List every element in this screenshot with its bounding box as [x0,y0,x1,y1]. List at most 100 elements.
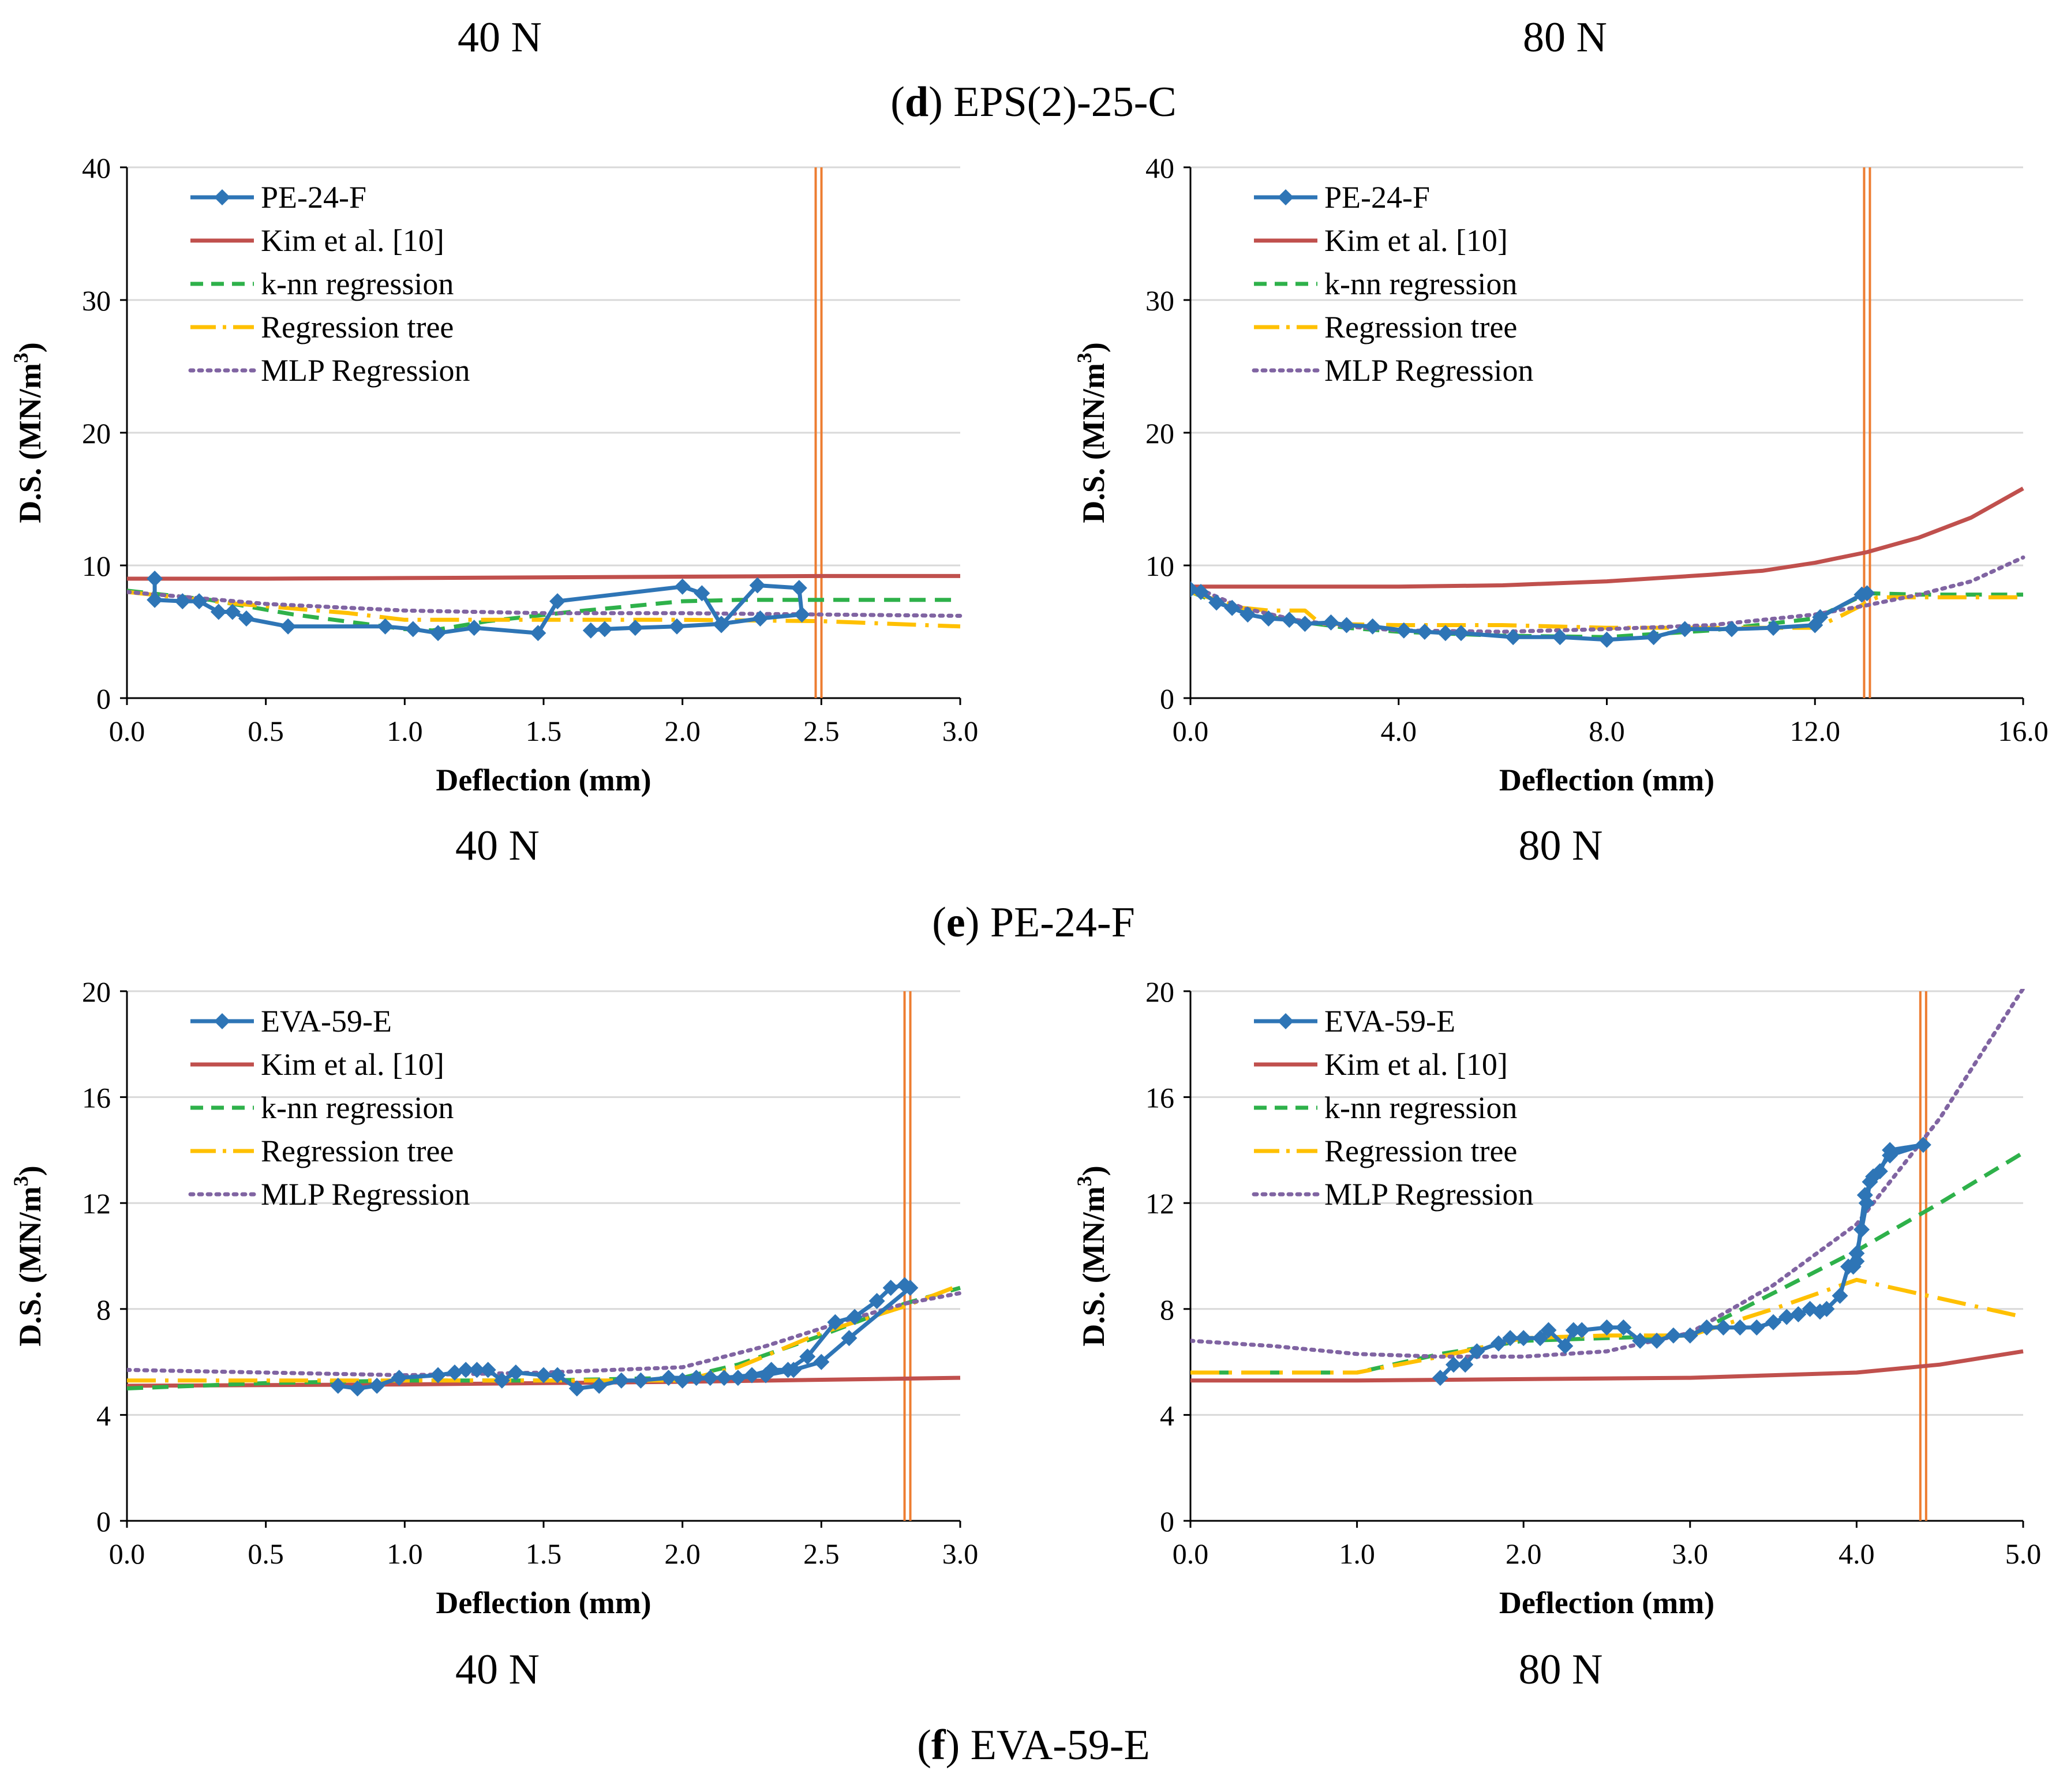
legend-label: MLP Regression [1324,353,1534,388]
data-point-marker [1469,1343,1485,1360]
x-tick-label: 1.0 [387,1538,423,1570]
chart-f-40: 0 4 8 12 16 20 0.0 0.5 1.0 1.5 2.0 2.5 3.0 Deflection… [9,976,978,1693]
caption-e-title: PE-24-F [990,899,1135,946]
y-tick-label: 12 [1145,1187,1174,1220]
caption-f-letter: f [931,1722,946,1769]
legend-label: PE-24-F [1324,180,1430,215]
series-line-regression-tree [127,1283,961,1383]
data-point-marker [1452,625,1469,642]
plot-area [127,571,963,642]
data-point-marker [716,1370,732,1386]
x-tick-label: 3.0 [942,715,979,747]
caption-d-letter: d [904,78,929,126]
data-point-marker [1818,1300,1835,1317]
data-point-marker [1859,585,1875,602]
series-line-regression-tree [1190,590,2023,630]
data-point-marker [1490,1335,1507,1352]
legend-label: MLP Regression [261,353,470,388]
data-point-marker [549,1367,566,1384]
data-point-marker [591,1377,608,1394]
data-point-marker [1260,610,1277,627]
x-axis-label: Deflection (mm) [1499,763,1714,797]
data-point-marker [694,585,710,602]
data-point-marker [1778,1309,1795,1325]
data-point-marker [1715,1319,1732,1336]
x-tick-label: 0.0 [109,1538,145,1570]
x-tick-label: 1.0 [1339,1538,1375,1570]
data-point-marker [841,1330,857,1347]
data-point-marker [430,1367,447,1384]
data-point-marker [1732,1319,1748,1336]
data-point-marker [536,1367,552,1384]
series-line-mlp-regression [127,590,963,618]
data-point-marker [660,1370,677,1386]
data-point-marker [1193,584,1210,600]
x-tick-label: 0.0 [109,715,145,747]
data-point-marker [1338,617,1355,633]
data-point-marker [469,1362,485,1378]
y-axis-label: D.S. (MN/m3) [1073,1165,1111,1346]
y-tick-label: 12 [82,1187,111,1220]
data-point-marker [799,1348,816,1365]
series-line-mlp-regression [1190,989,2025,1359]
figure-caption-d: (d) EPS(2)-25-C [890,78,1177,126]
data-point-marker [1457,1356,1474,1373]
x-axis-label: Deflection (mm) [436,763,651,797]
data-point-marker [530,625,546,642]
data-point-marker [1416,624,1433,640]
data-point-marker [191,593,208,610]
panel-load-label: 40 N [455,822,540,869]
data-point-marker [749,577,766,594]
data-point-marker [847,1309,863,1325]
data-point-marker [377,618,394,635]
data-point-marker [1790,1306,1807,1322]
data-point-marker [1865,1168,1882,1185]
y-tick-label: 8 [1160,1294,1174,1326]
data-point-marker [669,618,686,635]
data-point-marker [1645,629,1662,646]
data-point-marker [813,1354,830,1370]
series-line-mlp-regression [127,1291,963,1378]
y-tick-label: 16 [82,1082,111,1114]
data-point-marker [1297,616,1313,632]
legend-label: Kim et al. [10] [1324,223,1508,258]
y-tick-label: 20 [82,417,111,449]
x-tick-label: 0.0 [1173,1538,1209,1570]
data-point-marker [1432,1370,1448,1386]
x-tick-label: 2.5 [803,715,840,747]
data-point-marker [1505,629,1522,646]
y-tick-label: 10 [1145,550,1174,582]
legend-label: Kim et al. [10] [1324,1047,1508,1082]
data-point-marker [1765,1314,1782,1330]
x-tick-label: 0.5 [248,1538,284,1570]
legend-marker [214,1013,230,1029]
data-point-marker [1190,581,1199,598]
caption-d-title: EPS(2)-25-C [953,78,1177,126]
data-point-marker [446,1364,463,1381]
data-point-marker [458,1362,474,1378]
data-point-marker [238,610,254,627]
data-point-marker [1665,1327,1682,1344]
data-point-marker [868,1293,885,1310]
x-tick-label: 16.0 [1998,715,2049,747]
data-point-marker [674,1372,691,1389]
x-tick-label: 0.0 [1173,715,1209,747]
x-tick-label: 5.0 [2005,1538,2042,1570]
x-tick-label: 1.5 [526,1538,562,1570]
legend-marker [1278,1013,1294,1029]
y-tick-label: 10 [82,550,111,582]
figure-caption-f: (f) EVA-59-E [917,1722,1150,1769]
data-point-marker [147,591,163,608]
data-point-marker [147,571,163,587]
series-line-kim-et-al-10- [1190,486,2024,589]
legend-marker [1278,189,1294,205]
data-point-marker [1676,621,1693,638]
caption-e-letter: e [946,899,965,946]
x-tick-label: 3.0 [1672,1538,1709,1570]
x-tick-label: 2.0 [1506,1538,1542,1570]
data-point-marker [674,578,691,595]
caption-f-title: EVA-59-E [970,1722,1150,1769]
series-line-regression-tree [127,590,961,629]
data-point-marker [1698,1319,1715,1336]
data-point-marker [1532,1330,1549,1347]
